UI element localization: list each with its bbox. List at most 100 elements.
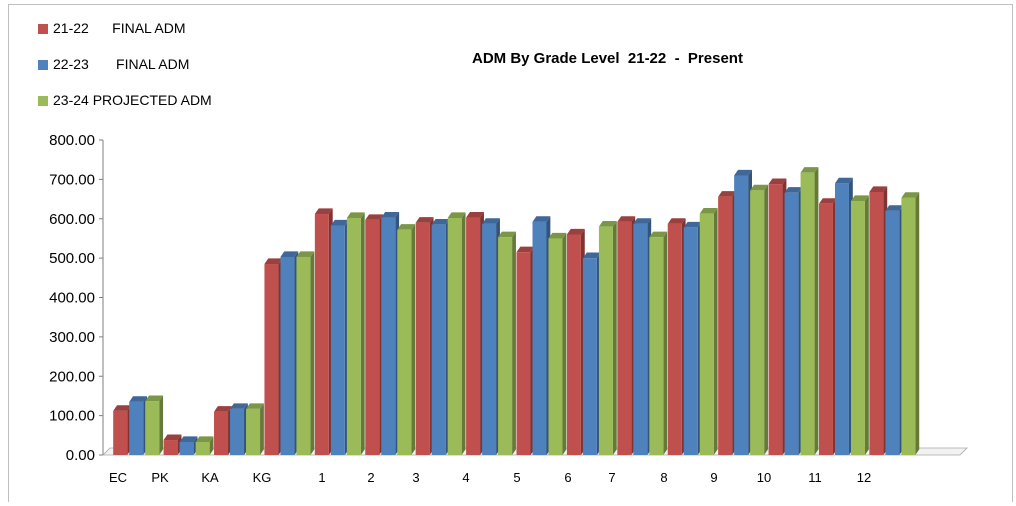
bar-top <box>800 167 819 173</box>
bar <box>381 217 396 455</box>
x-tick-label: 7 <box>608 470 615 485</box>
y-tick-label: 0.00 <box>66 447 95 464</box>
bar-top <box>649 231 668 238</box>
x-tick-label: 9 <box>710 470 717 485</box>
bar <box>447 217 462 455</box>
bar-top <box>885 205 904 211</box>
bar <box>195 442 210 455</box>
bar <box>784 192 799 455</box>
x-tick-label: 10 <box>757 470 771 485</box>
chart-frame <box>8 4 1013 502</box>
bar-side <box>663 231 668 455</box>
bar <box>834 183 849 455</box>
y-tick-label: 300.00 <box>49 329 95 346</box>
bar-top <box>397 224 416 230</box>
bar <box>280 256 295 455</box>
y-tick-label: 800.00 <box>49 132 95 149</box>
bar <box>818 203 833 455</box>
bar <box>145 401 160 455</box>
bar-side <box>915 192 920 455</box>
bar-side <box>310 251 315 455</box>
x-tick-label: KG <box>253 470 272 485</box>
bar-top <box>264 258 283 265</box>
bar-top <box>365 214 384 220</box>
bar-top <box>582 252 601 259</box>
bar-top <box>598 221 617 227</box>
bar <box>314 214 329 455</box>
bar-top <box>566 228 585 235</box>
bar <box>532 221 547 455</box>
x-tick-label: 4 <box>462 470 469 485</box>
bar-top <box>214 406 232 412</box>
bar-top <box>850 195 869 202</box>
bar <box>800 172 815 455</box>
x-tick-label: 3 <box>412 470 419 485</box>
bar <box>230 408 245 455</box>
bar <box>598 226 613 455</box>
bar <box>869 191 884 455</box>
bar <box>683 227 698 455</box>
bar <box>163 440 178 455</box>
x-tick-label: KA <box>201 470 219 485</box>
bar <box>768 184 783 455</box>
bar-side <box>562 232 567 455</box>
bar <box>129 401 144 455</box>
bar-side <box>713 208 718 455</box>
bar <box>498 237 513 455</box>
y-tick-label: 100.00 <box>49 408 95 425</box>
bar-top <box>516 246 535 253</box>
x-tick-label: EC <box>109 470 127 485</box>
bar-top <box>447 212 466 218</box>
bar <box>633 223 648 455</box>
bar-top <box>431 219 450 225</box>
bar <box>750 190 765 455</box>
bar-top <box>163 434 182 441</box>
bar-top <box>699 208 718 214</box>
bar-top <box>314 208 333 215</box>
bar <box>667 223 682 455</box>
bar <box>482 223 497 455</box>
bar-top <box>617 216 636 222</box>
bar <box>179 442 194 455</box>
legend-label-22-23: 22-23 FINAL ADM <box>53 56 190 72</box>
bar <box>431 224 446 455</box>
bar <box>113 410 128 455</box>
legend: 21-22 FINAL ADM 22-23 FINAL ADM 23-24 PR… <box>38 18 212 126</box>
bar-top <box>768 178 787 185</box>
bar-top <box>195 436 214 443</box>
bar-top <box>280 251 299 257</box>
bar-top <box>466 211 484 218</box>
bar-top <box>346 212 365 218</box>
bar-top <box>129 396 148 402</box>
bar-top <box>532 216 551 222</box>
legend-item-21-22: 21-22 FINAL ADM <box>38 18 212 54</box>
bar-top <box>750 184 768 191</box>
bar <box>617 221 632 455</box>
x-tick-label: 6 <box>564 470 571 485</box>
bar-side <box>209 436 214 455</box>
bar <box>582 258 597 455</box>
bar-top <box>179 436 198 443</box>
bar-top <box>869 186 888 192</box>
bar <box>264 264 279 455</box>
bar <box>296 256 311 455</box>
bar <box>699 213 714 455</box>
chart-title: ADM By Grade Level 21-22 - Present <box>472 50 743 67</box>
bar-side <box>360 212 365 455</box>
bar <box>397 229 412 455</box>
legend-item-22-23: 22-23 FINAL ADM <box>38 54 212 90</box>
bar <box>415 222 430 455</box>
bar-side <box>864 195 869 455</box>
bar-top <box>834 177 853 184</box>
bar-top <box>113 405 132 411</box>
y-tick-label: 700.00 <box>49 171 95 188</box>
y-tick-label: 500.00 <box>49 250 95 267</box>
legend-item-23-24: 23-24 PROJECTED ADM <box>38 90 212 126</box>
bar <box>466 217 481 455</box>
bar <box>901 197 916 455</box>
y-tick-label: 600.00 <box>49 211 95 228</box>
bar <box>365 219 380 455</box>
bar-side <box>411 224 416 455</box>
bar-top <box>784 187 803 193</box>
bar <box>718 196 733 455</box>
